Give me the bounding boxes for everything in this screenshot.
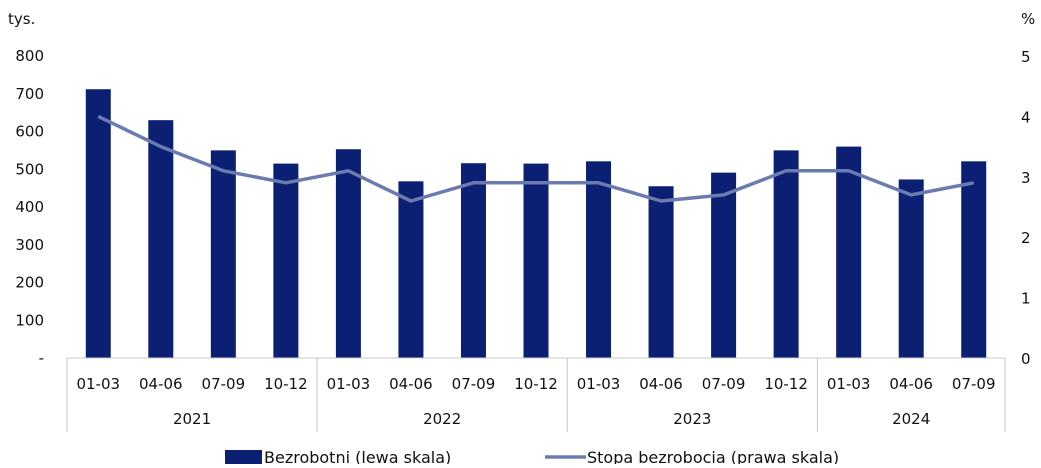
bar: [586, 161, 612, 358]
y-right-tick-label: 3: [1021, 169, 1031, 187]
bars-layer: [85, 89, 987, 358]
x-tick-label: 10-12: [764, 375, 808, 393]
x-group-label: 2021: [173, 410, 211, 428]
x-axis-layer: 01-03 04-06 07-09 10-12 01-03 04-06 07-09 10-12…: [66, 357, 1006, 432]
y-left-tick-label: 500: [15, 160, 44, 178]
x-tick-label: 04-06: [639, 375, 683, 393]
y-left-tick-label: 400: [15, 198, 44, 216]
y-left-tick-label: 200: [15, 274, 44, 292]
bar: [460, 163, 486, 358]
x-tick-label: 01-03: [827, 375, 871, 393]
y-left-tick-label: 800: [15, 47, 44, 65]
x-tick-label: 07-09: [202, 375, 246, 393]
legend-bar-swatch: [225, 450, 262, 464]
legend: Bezrobotni (lewa skala) Stopa bezrobocia …: [225, 448, 839, 467]
x-tick-label: 04-06: [889, 375, 933, 393]
y-left-tick-label: 600: [15, 123, 44, 141]
x-tick-label: 01-03: [76, 375, 120, 393]
y-right-tick-label: 4: [1021, 108, 1031, 126]
x-group-label: 2024: [892, 410, 930, 428]
bar: [523, 163, 549, 358]
rate-line: [97, 114, 975, 203]
y-right-tick-label: 5: [1021, 48, 1031, 66]
y-right-tick-label: 0: [1021, 350, 1031, 368]
legend-bar-label: Bezrobotni (lewa skala): [264, 448, 451, 464]
bar: [836, 146, 862, 358]
bar: [773, 150, 799, 358]
left-axis-unit: tys.: [8, 10, 35, 28]
x-tick-label: 10-12: [264, 375, 308, 393]
y-left-tick-label: 700: [15, 85, 44, 103]
bar: [898, 179, 924, 358]
bar: [148, 120, 174, 358]
x-tick-label: 07-09: [952, 375, 996, 393]
x-tick-label: 07-09: [452, 375, 496, 393]
bar: [711, 172, 737, 358]
bar: [961, 161, 987, 358]
bar: [273, 163, 299, 358]
bar: [648, 186, 674, 358]
x-tick-label: 01-03: [577, 375, 621, 393]
y-right-tick-label: 1: [1021, 290, 1031, 308]
bar: [210, 150, 236, 358]
y-left-tick-label: -: [39, 349, 44, 367]
x-tick-label: 07-09: [702, 375, 746, 393]
y-right-tick-label: 2: [1021, 229, 1031, 247]
bar: [85, 89, 111, 358]
x-tick-label: 01-03: [327, 375, 371, 393]
y-left-tick-label: 300: [15, 236, 44, 254]
right-axis-unit: %: [1021, 10, 1035, 28]
bar: [335, 149, 361, 358]
x-tick-label: 04-06: [139, 375, 183, 393]
x-group-label: 2023: [673, 410, 711, 428]
x-group-label: 2022: [423, 410, 461, 428]
bar: [398, 181, 424, 358]
x-tick-label: 04-06: [389, 375, 433, 393]
axes-layer: - 100 200 300 400 500 600 700 800 0 1 2 3 4 5: [15, 47, 1030, 368]
line-layer: [97, 114, 975, 203]
y-left-tick-label: 100: [15, 311, 44, 329]
legend-line-label: Stopa bezrobocia (prawa skala): [587, 448, 839, 464]
x-tick-label: 10-12: [514, 375, 558, 393]
